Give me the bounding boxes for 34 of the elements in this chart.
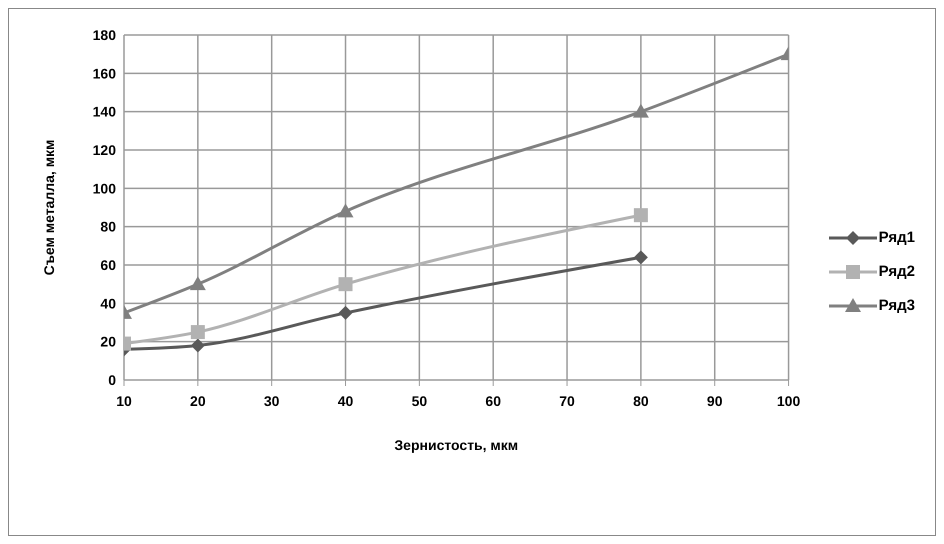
legend-label: Ряд2 [878, 262, 915, 282]
x-tick-label: 30 [264, 392, 280, 409]
x-tick-label: 50 [412, 392, 428, 409]
legend-label: Ряд1 [878, 228, 915, 248]
y-tick-label: 40 [100, 295, 116, 312]
x-axis-title: Зернистость, мкм [394, 437, 518, 453]
x-tick-label: 80 [633, 392, 649, 409]
x-tick-label: 20 [190, 392, 206, 409]
point [338, 203, 354, 218]
point [190, 276, 206, 290]
point [632, 104, 649, 118]
y-tick-label: 160 [92, 65, 116, 82]
y-tick-label: 80 [100, 218, 116, 235]
y-tick-label: 20 [100, 334, 116, 350]
x-tick-label: 70 [559, 392, 576, 409]
y-tick-label: 100 [92, 180, 116, 196]
point [634, 208, 648, 222]
y-axis-title: Съем металла, мкм [40, 140, 57, 276]
y-tick-label: 60 [100, 256, 116, 273]
x-tick-label: 60 [485, 392, 502, 409]
y-tick-label: 180 [92, 26, 116, 43]
y-tick-label: 140 [92, 104, 116, 120]
legend-label: Ряд3 [878, 296, 915, 316]
point [338, 306, 353, 320]
x-tick-label: 90 [706, 392, 723, 409]
point [634, 250, 648, 264]
point [190, 325, 205, 340]
y-tick-label: 0 [108, 372, 116, 388]
y-tick-label: 120 [92, 142, 116, 158]
x-tick-label: 100 [776, 392, 800, 409]
x-tick-label: 10 [116, 392, 132, 409]
point [190, 338, 205, 352]
x-tick-label: 40 [338, 392, 354, 409]
point [338, 277, 353, 292]
